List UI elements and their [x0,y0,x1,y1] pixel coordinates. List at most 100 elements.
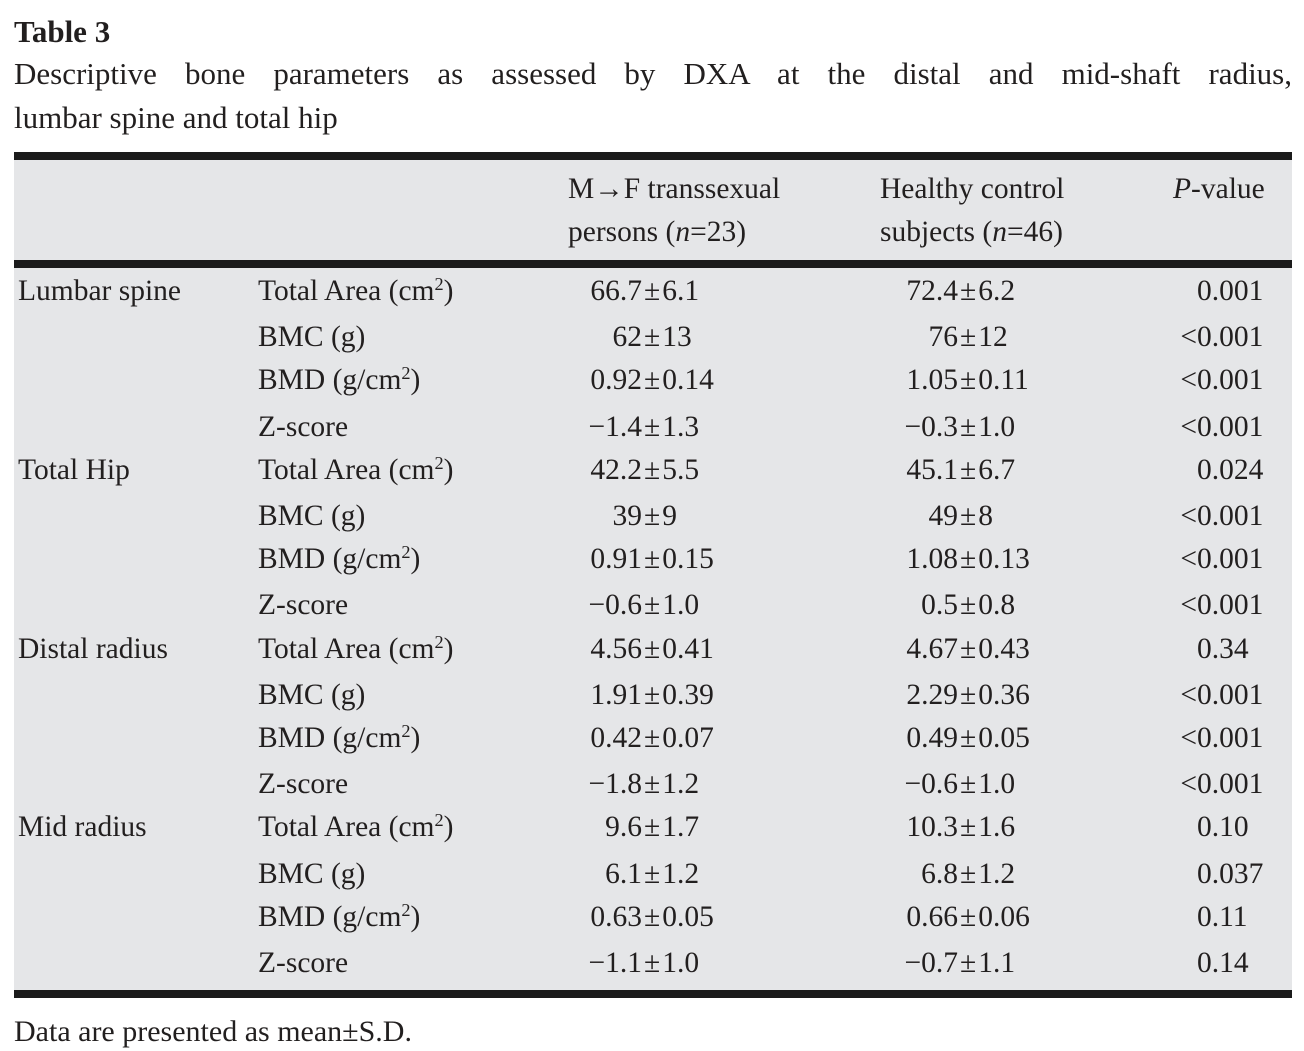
parameter-cell: Z-score [258,768,349,801]
p-value-cell: <0.001 [1173,584,1292,627]
sd-value: 0.39 [662,678,714,711]
header-control-line2: subjects (n=46) [880,216,1063,248]
parameter-cell: Z-score [258,947,349,980]
parameter-cell: Total Area (cm2) [258,273,454,307]
value-cell-control: 0.5±0.8 [880,584,1173,627]
value-cell-control: −0.3±1.0 [880,406,1173,449]
plus-minus-sign: ± [960,453,977,486]
superscript: 2 [401,899,411,920]
sd-value: 1.2 [662,768,700,801]
sd-value: 1.6 [978,811,1016,844]
p-prefix: < [1180,768,1197,801]
mean-value: 76 [928,321,959,354]
plus-minus-sign: ± [644,321,661,354]
table-row: Z-score −0.6±1.0 0.5±0.8 <0.001 [14,584,1292,627]
value-cell-transsexual: −1.4±1.3 [568,406,880,449]
sd-value: 0.05 [978,722,1030,755]
plus-minus-sign: ± [960,589,977,622]
p-value: 0.001 [1197,768,1264,801]
sd-value: 0.43 [978,632,1030,665]
group-label-cell: Total Hip [18,453,130,486]
p-prefix: < [1180,500,1197,533]
plus-minus-sign: ± [644,947,661,980]
table-header-row: M→F transsexual persons (n=23) Healthy c… [14,160,1292,268]
p-value-cell: 0.14 [1173,942,1292,985]
mean-value: −0.7 [904,947,958,980]
table-row: BMD (g/cm2) 0.92±0.14 1.05±0.11 <0.001 [14,359,1292,405]
group-label-cell [18,495,258,538]
group-label-cell [18,717,258,763]
plus-minus-sign: ± [644,722,661,755]
parameter-cell: Total Area (cm2) [258,452,454,486]
p-value-cell: 0.037 [1173,853,1292,896]
p-value: 0.001 [1197,500,1264,533]
group-label-cell [18,763,258,806]
sd-value: 1.0 [978,768,1016,801]
caption-line-1: Descriptive bone parameters as assessed … [14,56,1292,91]
plus-minus-sign: ± [960,811,977,844]
mean-value: −0.3 [904,410,958,443]
table-row: BMC (g) 39±9 49±8 <0.001 [14,495,1292,538]
value-cell-control: −0.7±1.1 [880,942,1173,985]
value-cell-transsexual: 1.91±0.39 [568,674,880,717]
mean-value: 2.29 [906,678,958,711]
plus-minus-sign: ± [644,857,661,890]
caption-line-2: lumbar spine and total hip [14,100,338,135]
mean-value: 62 [612,321,643,354]
parameter-cell: BMD (g/cm2) [258,720,421,755]
header-control-line1: Healthy control [880,173,1065,205]
mean-value: 0.66 [906,900,958,933]
p-value: 0.001 [1197,543,1264,576]
p-value: 0.001 [1197,410,1264,443]
superscript: 2 [434,631,444,652]
sd-value: 8 [978,500,993,533]
mean-value: 0.5 [921,589,958,622]
p-value: 0.001 [1197,364,1264,397]
parameter-cell: BMD (g/cm2) [258,899,421,933]
group-label-cell: Distal radius [18,632,168,665]
mean-value: 0.49 [906,722,958,755]
mean-value: 66.7 [590,275,642,307]
sd-value: 1.0 [662,589,700,622]
value-cell-transsexual: 0.42±0.07 [568,717,880,763]
table-row: BMD (g/cm2) 0.91±0.15 1.08±0.13 <0.001 [14,538,1292,584]
superscript: 2 [434,452,444,473]
mean-value: −1.1 [588,947,642,980]
sd-value: 5.5 [662,453,700,486]
value-cell-transsexual: 4.56±0.41 [568,628,880,674]
table-row: BMD (g/cm2) 0.63±0.05 0.66±0.06 0.11 [14,896,1292,942]
p-value-cell: <0.001 [1173,674,1292,717]
superscript: 2 [434,810,444,831]
p-value: 0.11 [1197,900,1248,933]
group-label-cell [18,942,258,985]
n-count-italic: n [992,216,1007,248]
plus-minus-sign: ± [960,947,977,980]
p-value-cell: 0.34 [1173,628,1292,674]
sd-value: 1.2 [662,857,700,890]
p-value-cell: <0.001 [1173,495,1292,538]
group-label-cell [18,406,258,449]
sd-value: 9 [662,500,677,533]
superscript: 2 [434,273,444,294]
header-transsexual-line2: persons (n=23) [568,216,747,248]
p-value-cell: <0.001 [1173,406,1292,449]
value-cell-transsexual: 66.7±6.1 [568,270,880,316]
group-label-cell [18,674,258,717]
mean-value: 39 [612,500,643,533]
sd-value: 1.0 [662,947,700,980]
plus-minus-sign: ± [960,410,977,443]
plus-minus-sign: ± [960,632,977,665]
mean-value: 1.91 [590,678,642,711]
p-value: 0.001 [1197,589,1264,622]
mean-value: 0.91 [590,543,642,576]
mean-value: −0.6 [588,589,642,622]
superscript: 2 [401,720,411,741]
p-value-cell: 0.11 [1173,896,1292,942]
plus-minus-sign: ± [960,364,977,397]
group-label-cell: Lumbar spine [18,275,182,307]
table-row: BMD (g/cm2) 0.42±0.07 0.49±0.05 <0.001 [14,717,1292,763]
mean-value: 45.1 [906,453,958,486]
sd-value: 0.06 [978,900,1030,933]
p-value: 0.037 [1197,857,1264,890]
sd-value: 0.07 [662,722,714,755]
